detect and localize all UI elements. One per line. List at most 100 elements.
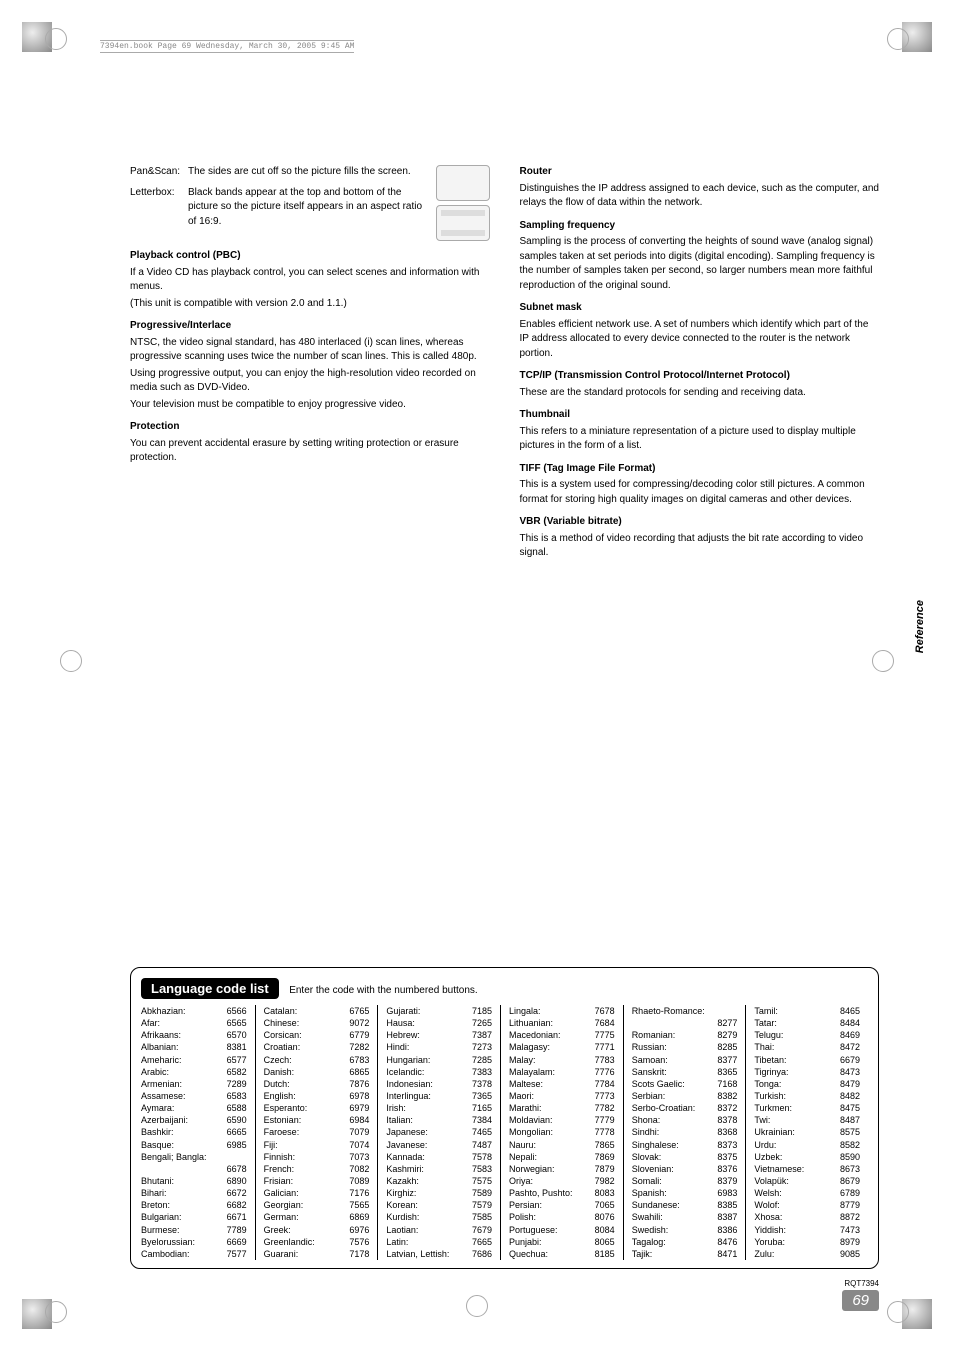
language-name: Bhutani: <box>141 1175 174 1187</box>
language-code: 7576 <box>345 1236 369 1248</box>
language-row: Albanian:8381 <box>141 1041 247 1053</box>
language-row: Bashkir: 6665 <box>141 1126 247 1138</box>
language-row: Bengali; Bangla: <box>141 1151 247 1163</box>
language-row: Turkmen:8475 <box>754 1102 860 1114</box>
language-code: 6678 <box>207 1163 247 1175</box>
language-name: Breton: <box>141 1199 170 1211</box>
language-code: 6590 <box>223 1114 247 1126</box>
language-row: Serbian: 8382 <box>632 1090 738 1102</box>
language-row: Interlingua:7365 <box>386 1090 492 1102</box>
language-name: Quechua: <box>509 1248 548 1260</box>
language-row: Dutch:7876 <box>264 1078 370 1090</box>
language-name: Sindhi: <box>632 1126 660 1138</box>
language-name: Yiddish: <box>754 1224 786 1236</box>
language-column: Catalan:6765Chinese:9072Corsican:6779Cro… <box>256 1005 379 1260</box>
language-code: 7082 <box>345 1163 369 1175</box>
language-code: 7273 <box>468 1041 492 1053</box>
language-row: Afar:6565 <box>141 1017 247 1029</box>
language-code: 8386 <box>713 1224 737 1236</box>
language-code: 7265 <box>468 1017 492 1029</box>
language-name: Portuguese: <box>509 1224 558 1236</box>
language-name: Basque: <box>141 1139 174 1151</box>
tiff-heading: TIFF (Tag Image File Format) <box>520 462 880 477</box>
language-row: Rhaeto-Romance: <box>632 1005 738 1017</box>
language-code: 8471 <box>713 1248 737 1260</box>
language-name: Lingala: <box>509 1005 541 1017</box>
language-name: Javanese: <box>386 1139 427 1151</box>
language-row: Serbo-Croatian:8372 <box>632 1102 738 1114</box>
language-name: Azerbaijani: <box>141 1114 188 1126</box>
language-code: 7577 <box>223 1248 247 1260</box>
language-code: 8476 <box>713 1236 737 1248</box>
language-code: 7185 <box>468 1005 492 1017</box>
language-row: Urdu:8582 <box>754 1139 860 1151</box>
language-row: Tagalog:8476 <box>632 1236 738 1248</box>
language-row: Hungarian:7285 <box>386 1054 492 1066</box>
language-name: Georgian: <box>264 1199 304 1211</box>
language-name: Maori: <box>509 1090 534 1102</box>
language-name: Frisian: <box>264 1175 294 1187</box>
letterbox-icon <box>436 205 490 241</box>
language-name: Maltese: <box>509 1078 543 1090</box>
language-code: 6979 <box>345 1102 369 1114</box>
language-row: Javanese: 7487 <box>386 1139 492 1151</box>
language-row: Punjabi:8065 <box>509 1236 615 1248</box>
language-code: 8872 <box>836 1211 860 1223</box>
language-code: 8979 <box>836 1236 860 1248</box>
language-code: 8679 <box>836 1175 860 1187</box>
language-row: Georgian:7565 <box>264 1199 370 1211</box>
language-row: Faroese:7079 <box>264 1126 370 1138</box>
language-row: Thai:8472 <box>754 1041 860 1053</box>
language-name: Thai: <box>754 1041 774 1053</box>
section-tab: Reference <box>914 600 926 653</box>
language-code: 8382 <box>713 1090 737 1102</box>
language-code: 8365 <box>713 1066 737 1078</box>
language-code: 6682 <box>223 1199 247 1211</box>
language-name: Danish: <box>264 1066 295 1078</box>
language-name: Tonga: <box>754 1078 781 1090</box>
language-row: Danish:6865 <box>264 1066 370 1078</box>
language-row: Latin:7665 <box>386 1236 492 1248</box>
language-name: Slovak: <box>632 1151 662 1163</box>
language-column: Abkhazian:6566Afar:6565Afrikaans:6570Alb… <box>141 1005 256 1260</box>
right-column: Router Distinguishes the IP address assi… <box>520 165 880 561</box>
language-name: Dutch: <box>264 1078 290 1090</box>
language-name: Armenian: <box>141 1078 182 1090</box>
language-row: Moldavian:7779 <box>509 1114 615 1126</box>
language-name: Serbian: <box>632 1090 666 1102</box>
language-code: 7487 <box>468 1139 492 1151</box>
language-name: Bashkir: <box>141 1126 174 1138</box>
language-row: Vietnamese:8673 <box>754 1163 860 1175</box>
language-name: Macedonian: <box>509 1029 561 1041</box>
language-code: 7575 <box>468 1175 492 1187</box>
language-code: 6985 <box>223 1139 247 1151</box>
language-code: 7778 <box>591 1126 615 1138</box>
language-code: 8375 <box>713 1151 737 1163</box>
language-row: Tamil:8465 <box>754 1005 860 1017</box>
language-row: Kashmiri:7583 <box>386 1163 492 1175</box>
language-code: 7869 <box>591 1151 615 1163</box>
language-code: 8479 <box>836 1078 860 1090</box>
language-row: Greek:6976 <box>264 1224 370 1236</box>
language-name: Irish: <box>386 1102 406 1114</box>
language-row: Turkish:8482 <box>754 1090 860 1102</box>
language-code: 6582 <box>223 1066 247 1078</box>
language-name: Samoan: <box>632 1054 668 1066</box>
language-code: 6665 <box>223 1126 247 1138</box>
language-code: 6566 <box>223 1005 247 1017</box>
language-code: 8590 <box>836 1151 860 1163</box>
language-name: Norwegian: <box>509 1163 555 1175</box>
doc-code: RQT7394 <box>844 1279 879 1288</box>
language-code: 8279 <box>713 1029 737 1041</box>
language-column: Tamil:8465Tatar:8484Telugu:8469Thai:8472… <box>746 1005 868 1260</box>
pbc-text: If a Video CD has playback control, you … <box>130 266 490 295</box>
language-name: Greek: <box>264 1224 291 1236</box>
language-title: Language code list <box>141 978 279 999</box>
language-row: Fiji:7074 <box>264 1139 370 1151</box>
language-code: 6671 <box>223 1211 247 1223</box>
language-code: 8575 <box>836 1126 860 1138</box>
language-code: 7282 <box>345 1041 369 1053</box>
language-name: Indonesian: <box>386 1078 433 1090</box>
language-name: Corsican: <box>264 1029 302 1041</box>
language-name: Persian: <box>509 1199 542 1211</box>
